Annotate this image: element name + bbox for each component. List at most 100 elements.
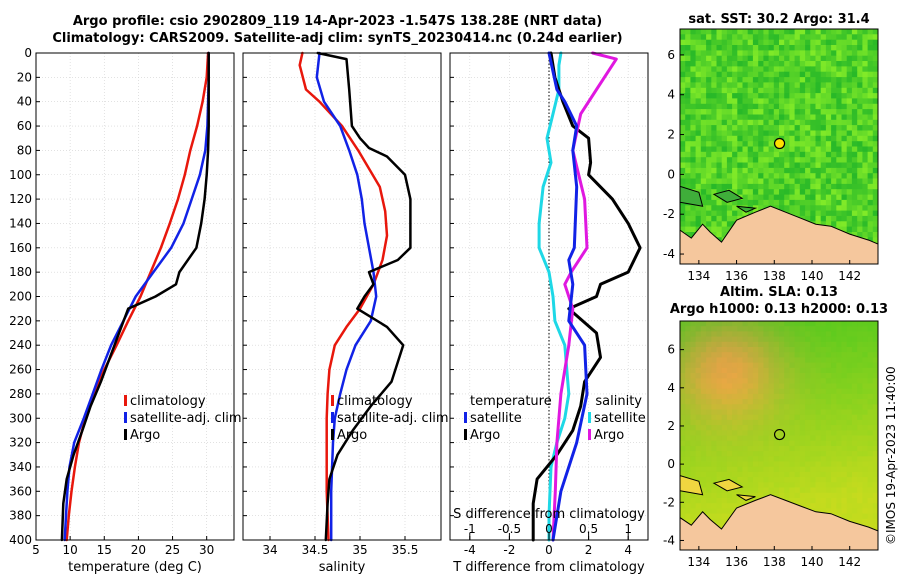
- map-cell: [872, 373, 878, 379]
- map-cell: [841, 141, 848, 148]
- map-cell: [763, 103, 770, 110]
- map-cell: [742, 347, 749, 353]
- map-cell: [867, 98, 874, 105]
- map-cell: [872, 189, 878, 196]
- map-cell: [784, 130, 790, 137]
- map-cell: [820, 135, 827, 142]
- map-cell: [706, 477, 712, 483]
- map-cell: [789, 492, 796, 499]
- map-cell: [758, 55, 764, 62]
- map-cell: [695, 466, 702, 473]
- map-cell: [752, 425, 759, 431]
- map-cell: [695, 461, 702, 468]
- land-island: [680, 475, 704, 496]
- map-cell: [789, 393, 796, 400]
- map-cell: [810, 498, 817, 504]
- map-cell: [732, 103, 738, 110]
- map-cell: [711, 29, 718, 35]
- map-cell: [695, 135, 702, 142]
- map-cell: [758, 71, 764, 78]
- map-cell: [726, 39, 733, 46]
- map-cell: [831, 341, 837, 348]
- map-cell: [836, 321, 843, 327]
- map-cell: [685, 66, 691, 73]
- map-cell: [721, 419, 728, 426]
- map-cell: [810, 357, 817, 364]
- map-cell: [810, 45, 817, 51]
- map-cell: [721, 409, 728, 416]
- map-cell: [831, 151, 837, 158]
- map-cell: [825, 482, 832, 489]
- map-cell: [862, 71, 869, 78]
- map-cell: [862, 404, 869, 411]
- map-cell: [768, 383, 775, 390]
- map-cell: [732, 45, 738, 51]
- map-cell: [685, 440, 691, 447]
- map-cell: [752, 194, 759, 201]
- map-cell: [794, 93, 801, 99]
- map-cell: [867, 388, 874, 395]
- map-cell: [773, 445, 780, 452]
- map-cell: [851, 199, 858, 206]
- map-cell: [779, 430, 785, 437]
- map-cell: [716, 189, 723, 196]
- map-cell: [872, 498, 878, 504]
- map-cell: [789, 321, 796, 327]
- map-cell: [820, 183, 827, 190]
- map-cell: [846, 482, 853, 489]
- map-cell: [768, 466, 775, 473]
- map-cell: [789, 103, 796, 110]
- map-cell: [726, 419, 733, 426]
- map-cell: [737, 39, 744, 46]
- map-cell: [752, 471, 759, 478]
- map-cell: [716, 503, 723, 509]
- map-cell: [846, 34, 853, 41]
- map-cell: [758, 82, 764, 89]
- map-cell: [825, 93, 832, 99]
- map-cell: [872, 178, 878, 185]
- map-cell: [752, 34, 759, 41]
- map-cell: [768, 378, 775, 385]
- map-cell: [815, 430, 822, 437]
- x-tick-label: 0: [545, 543, 553, 557]
- map-cell: [779, 71, 785, 78]
- map-cell: [867, 487, 874, 494]
- map-cell: [799, 71, 806, 78]
- map-cell: [815, 55, 822, 62]
- map-cell: [794, 336, 801, 343]
- map-cell: [831, 466, 837, 473]
- map-cell: [872, 119, 878, 126]
- map-cell: [779, 347, 785, 353]
- map-cell: [799, 430, 806, 437]
- map-cell: [726, 29, 733, 35]
- map-cell: [700, 347, 707, 353]
- map-cell: [742, 103, 749, 110]
- map-cell: [872, 61, 878, 67]
- map-cell: [815, 409, 822, 416]
- map-cell: [820, 66, 827, 73]
- map-cell: [742, 477, 749, 483]
- map-cell: [711, 425, 718, 431]
- map-cell: [831, 167, 837, 174]
- map-cell: [685, 93, 691, 99]
- map-cell: [706, 388, 712, 395]
- map-cell: [831, 210, 837, 217]
- map-cell: [799, 162, 806, 169]
- map-cell: [851, 157, 858, 164]
- map-cell: [862, 82, 869, 89]
- map-cell: [836, 87, 843, 94]
- map-cell: [841, 55, 848, 62]
- map-cell: [742, 445, 749, 452]
- map-cell: [721, 367, 728, 374]
- map-cell: [820, 492, 827, 499]
- map-cell: [758, 326, 764, 332]
- map-cell: [747, 419, 754, 426]
- map-cell: [732, 367, 738, 374]
- map-cell: [779, 440, 785, 447]
- map-cell: [768, 162, 775, 169]
- map-cell: [851, 61, 858, 67]
- map-cell: [831, 440, 837, 447]
- map-cell: [711, 518, 718, 525]
- map-cell: [768, 34, 775, 41]
- map-cell: [862, 393, 869, 400]
